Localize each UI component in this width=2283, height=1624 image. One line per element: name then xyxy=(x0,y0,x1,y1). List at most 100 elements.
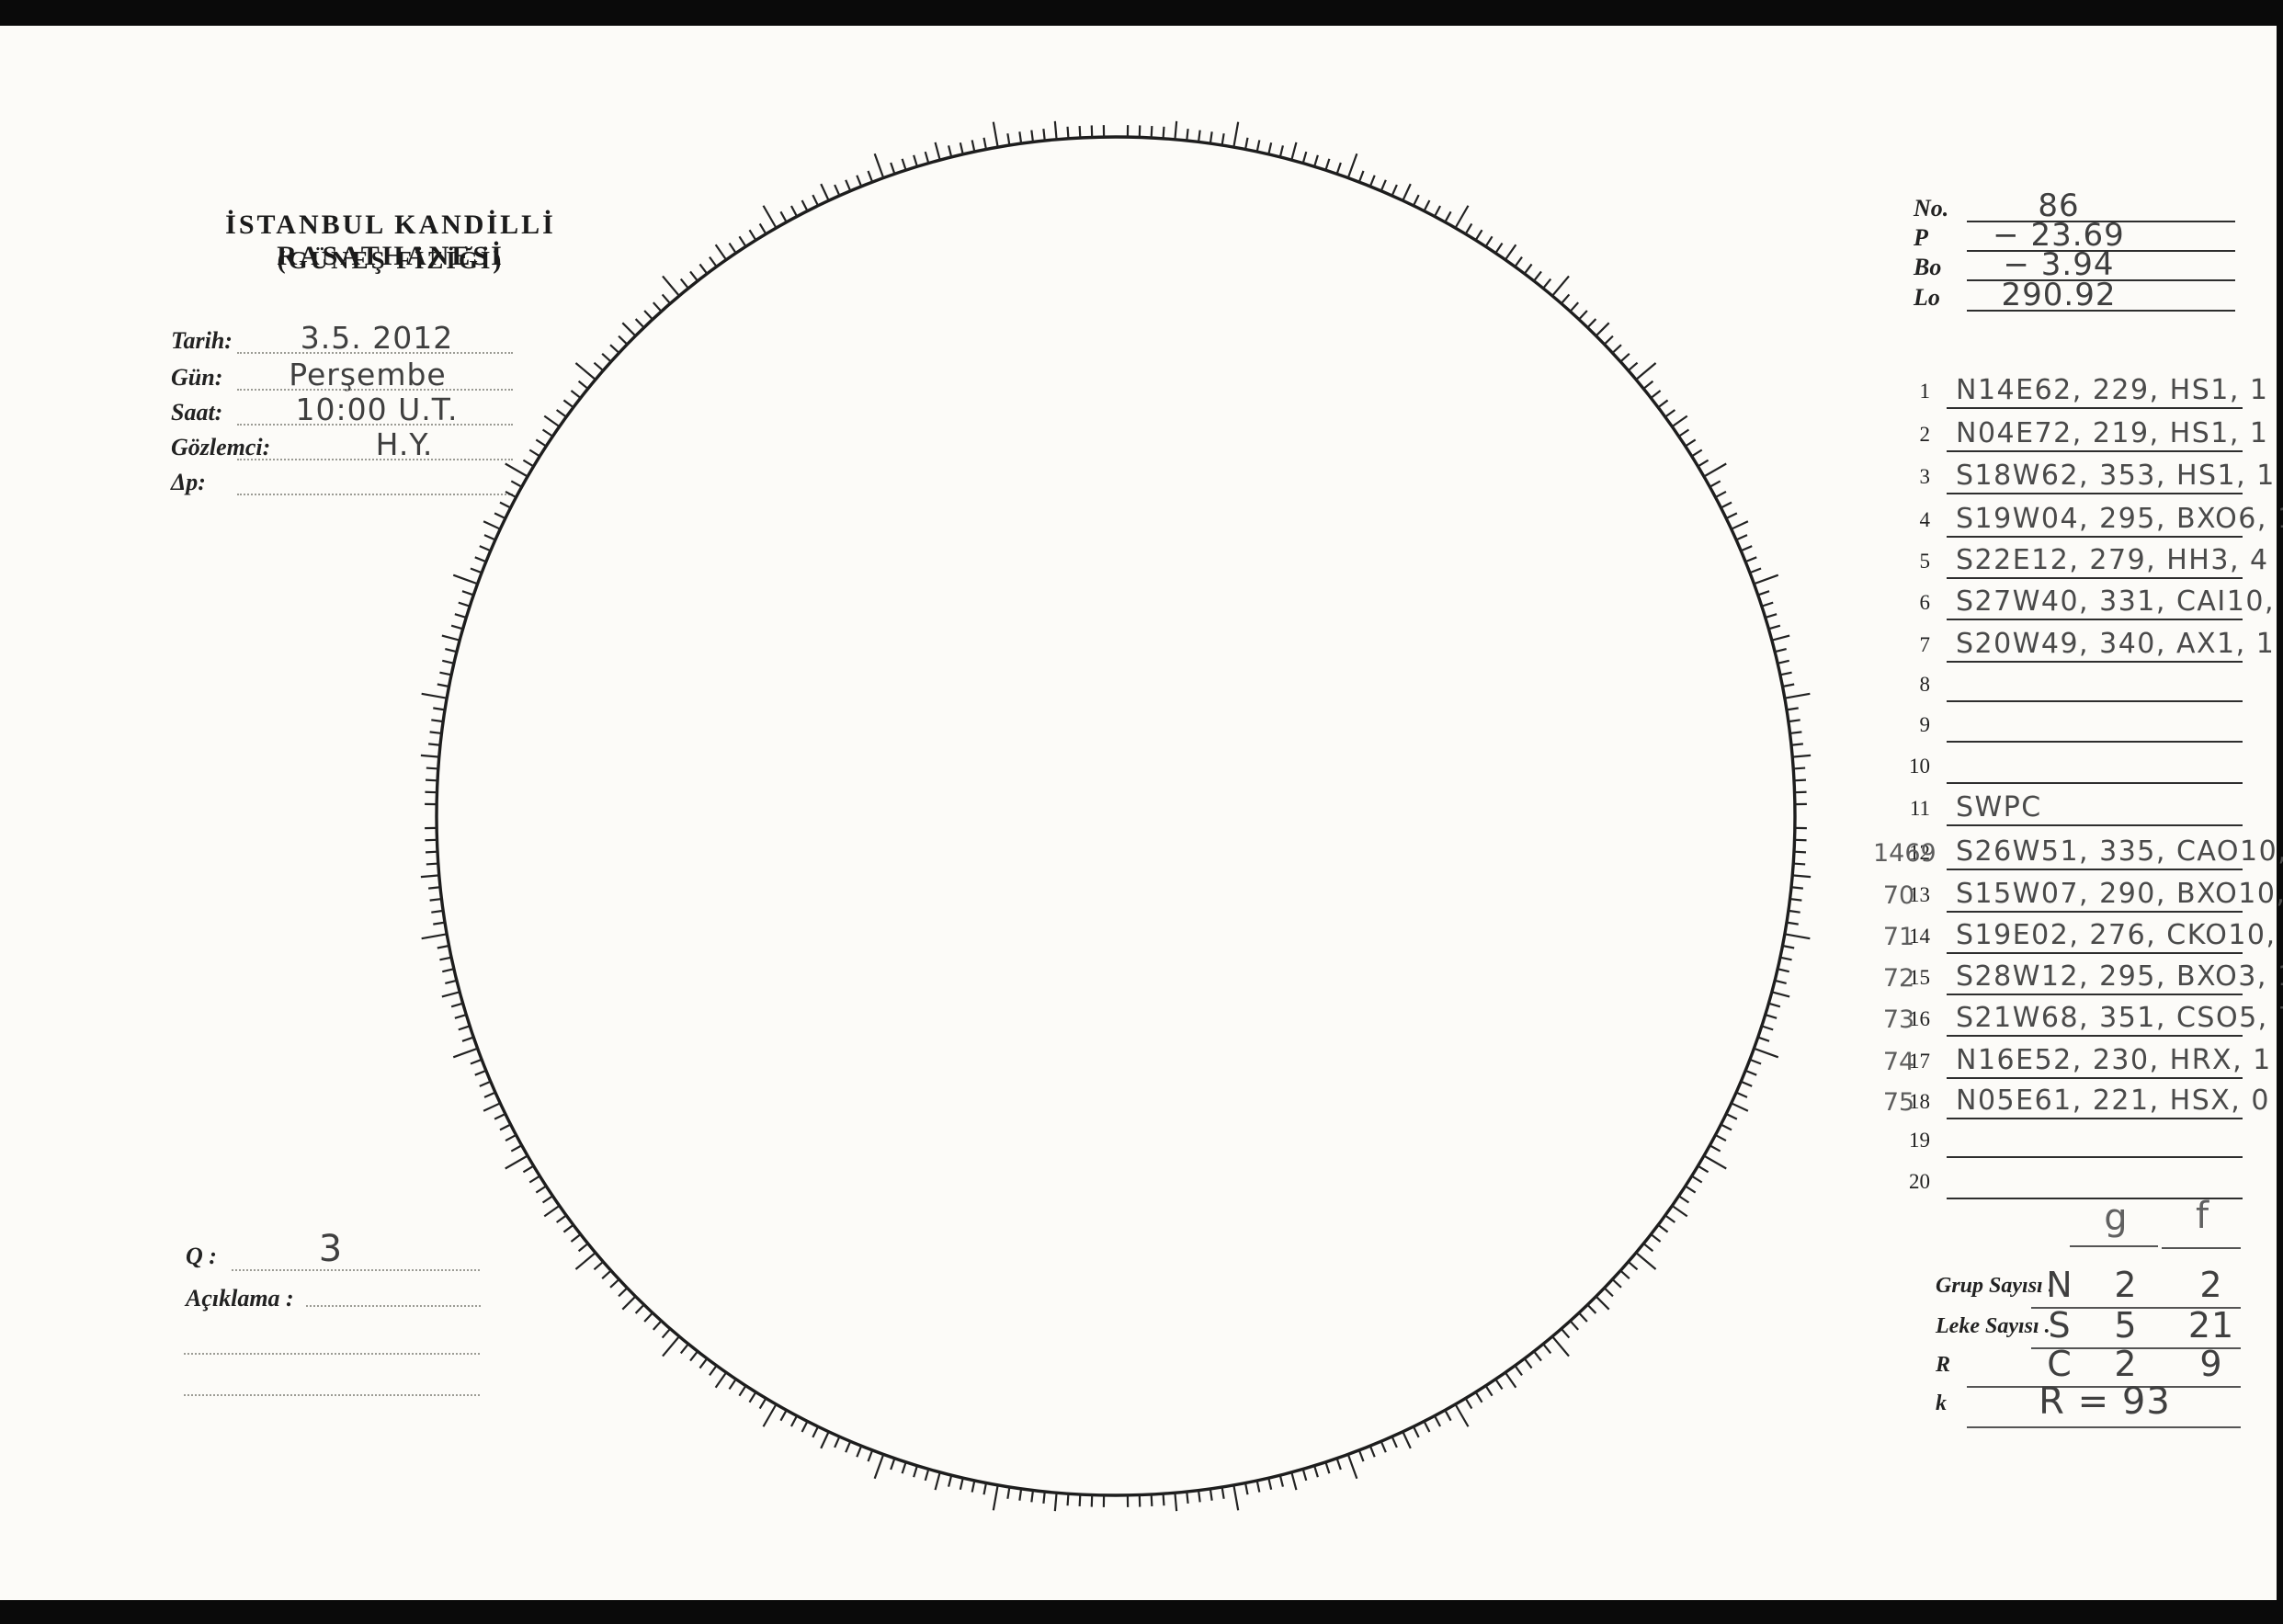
observatory-title: İSTANBUL KANDİLLİ RASATHANESİ xyxy=(225,210,556,271)
tick xyxy=(901,158,907,171)
tick xyxy=(574,1252,596,1270)
tick xyxy=(1611,344,1622,354)
tick xyxy=(1335,162,1342,175)
group-row-line xyxy=(1947,619,2243,620)
summary-value-f: 2 xyxy=(2199,1265,2223,1305)
tick xyxy=(1757,1036,1770,1042)
tick xyxy=(1657,1223,1669,1233)
tick xyxy=(779,210,788,223)
group-row-line xyxy=(1947,1156,2243,1158)
tick xyxy=(738,235,747,247)
tick xyxy=(1611,1278,1622,1289)
summary-row-line xyxy=(2031,1347,2241,1349)
group-row-entry: SWPC xyxy=(1956,791,2042,823)
tick xyxy=(1494,242,1504,254)
form-field-label: Tarih: xyxy=(171,327,233,354)
tick xyxy=(458,601,471,608)
tick xyxy=(1006,133,1011,146)
group-row-number: 14 xyxy=(1909,925,1930,948)
tick xyxy=(1720,1123,1732,1131)
tick xyxy=(1595,1295,1610,1311)
tick xyxy=(1369,175,1376,187)
tick xyxy=(1030,130,1035,142)
tick xyxy=(709,1365,718,1377)
ephemeris-label: No. xyxy=(1914,195,1949,221)
tick xyxy=(1768,624,1781,630)
tick xyxy=(1786,707,1799,711)
tick xyxy=(1782,944,1795,949)
tick xyxy=(643,310,653,321)
tick xyxy=(461,590,474,596)
tick xyxy=(1786,921,1799,926)
tick xyxy=(458,1025,471,1031)
tick xyxy=(1603,1287,1614,1298)
tick xyxy=(437,944,449,949)
tick xyxy=(1150,1493,1153,1507)
tick xyxy=(601,352,612,363)
tick xyxy=(535,1185,547,1194)
group-row-number: 12 xyxy=(1909,841,1930,864)
tick xyxy=(901,1461,907,1474)
tick xyxy=(959,142,964,155)
group-row-entry: S22E12, 279, HH3, 4 xyxy=(1956,544,2269,576)
tick xyxy=(499,501,512,509)
form-field-value: H.Y. xyxy=(375,426,434,462)
tick xyxy=(1586,318,1597,329)
tick xyxy=(450,1002,463,1008)
summary-r-value: R = 93 xyxy=(2039,1380,2171,1423)
group-row-number: 5 xyxy=(1919,550,1931,573)
tick xyxy=(662,275,680,297)
tick xyxy=(661,1328,672,1339)
tick xyxy=(1474,229,1483,241)
tick xyxy=(441,991,460,998)
tick xyxy=(913,1465,918,1478)
tick xyxy=(479,1080,492,1087)
tick xyxy=(621,1295,637,1311)
tick xyxy=(426,862,438,866)
tick xyxy=(1464,1397,1473,1410)
tick xyxy=(1650,1233,1662,1243)
tick xyxy=(699,263,709,275)
group-row-line xyxy=(1947,1077,2243,1079)
tick xyxy=(1779,671,1792,676)
tick xyxy=(574,362,596,380)
summary-value-g: 2 xyxy=(2114,1265,2138,1305)
tick xyxy=(570,1233,582,1243)
tick xyxy=(1504,244,1517,261)
tick xyxy=(1078,125,1082,139)
summary-value-f: 9 xyxy=(2199,1344,2223,1384)
summary-value-g: 2 xyxy=(2114,1344,2138,1384)
tick xyxy=(924,151,930,164)
tick xyxy=(505,462,528,478)
tick xyxy=(1569,301,1580,312)
tick xyxy=(728,242,737,254)
tick xyxy=(748,229,757,241)
tick xyxy=(1018,131,1023,144)
tick xyxy=(1761,601,1774,608)
tick xyxy=(1412,194,1420,207)
tick xyxy=(494,512,506,520)
tick xyxy=(1595,322,1610,337)
tick xyxy=(420,874,439,879)
tick xyxy=(528,1175,540,1184)
tick xyxy=(873,153,885,178)
tick xyxy=(1391,1436,1398,1448)
group-row-number: 20 xyxy=(1909,1170,1930,1193)
ephemeris-value: − 3.94 xyxy=(2003,246,2115,283)
tick xyxy=(1423,1420,1431,1433)
tick xyxy=(714,1371,728,1389)
tick xyxy=(1697,1164,1709,1174)
tick xyxy=(470,567,483,574)
tick xyxy=(541,428,553,437)
tick xyxy=(1324,1461,1331,1474)
tick xyxy=(934,1471,941,1491)
tick xyxy=(499,1123,512,1131)
tick xyxy=(699,1357,709,1369)
tick xyxy=(758,222,767,235)
tick xyxy=(1777,968,1789,973)
tick xyxy=(1494,1379,1504,1391)
tick xyxy=(609,344,620,354)
tick xyxy=(510,480,523,488)
tick xyxy=(789,1414,799,1427)
tick xyxy=(1678,428,1690,437)
